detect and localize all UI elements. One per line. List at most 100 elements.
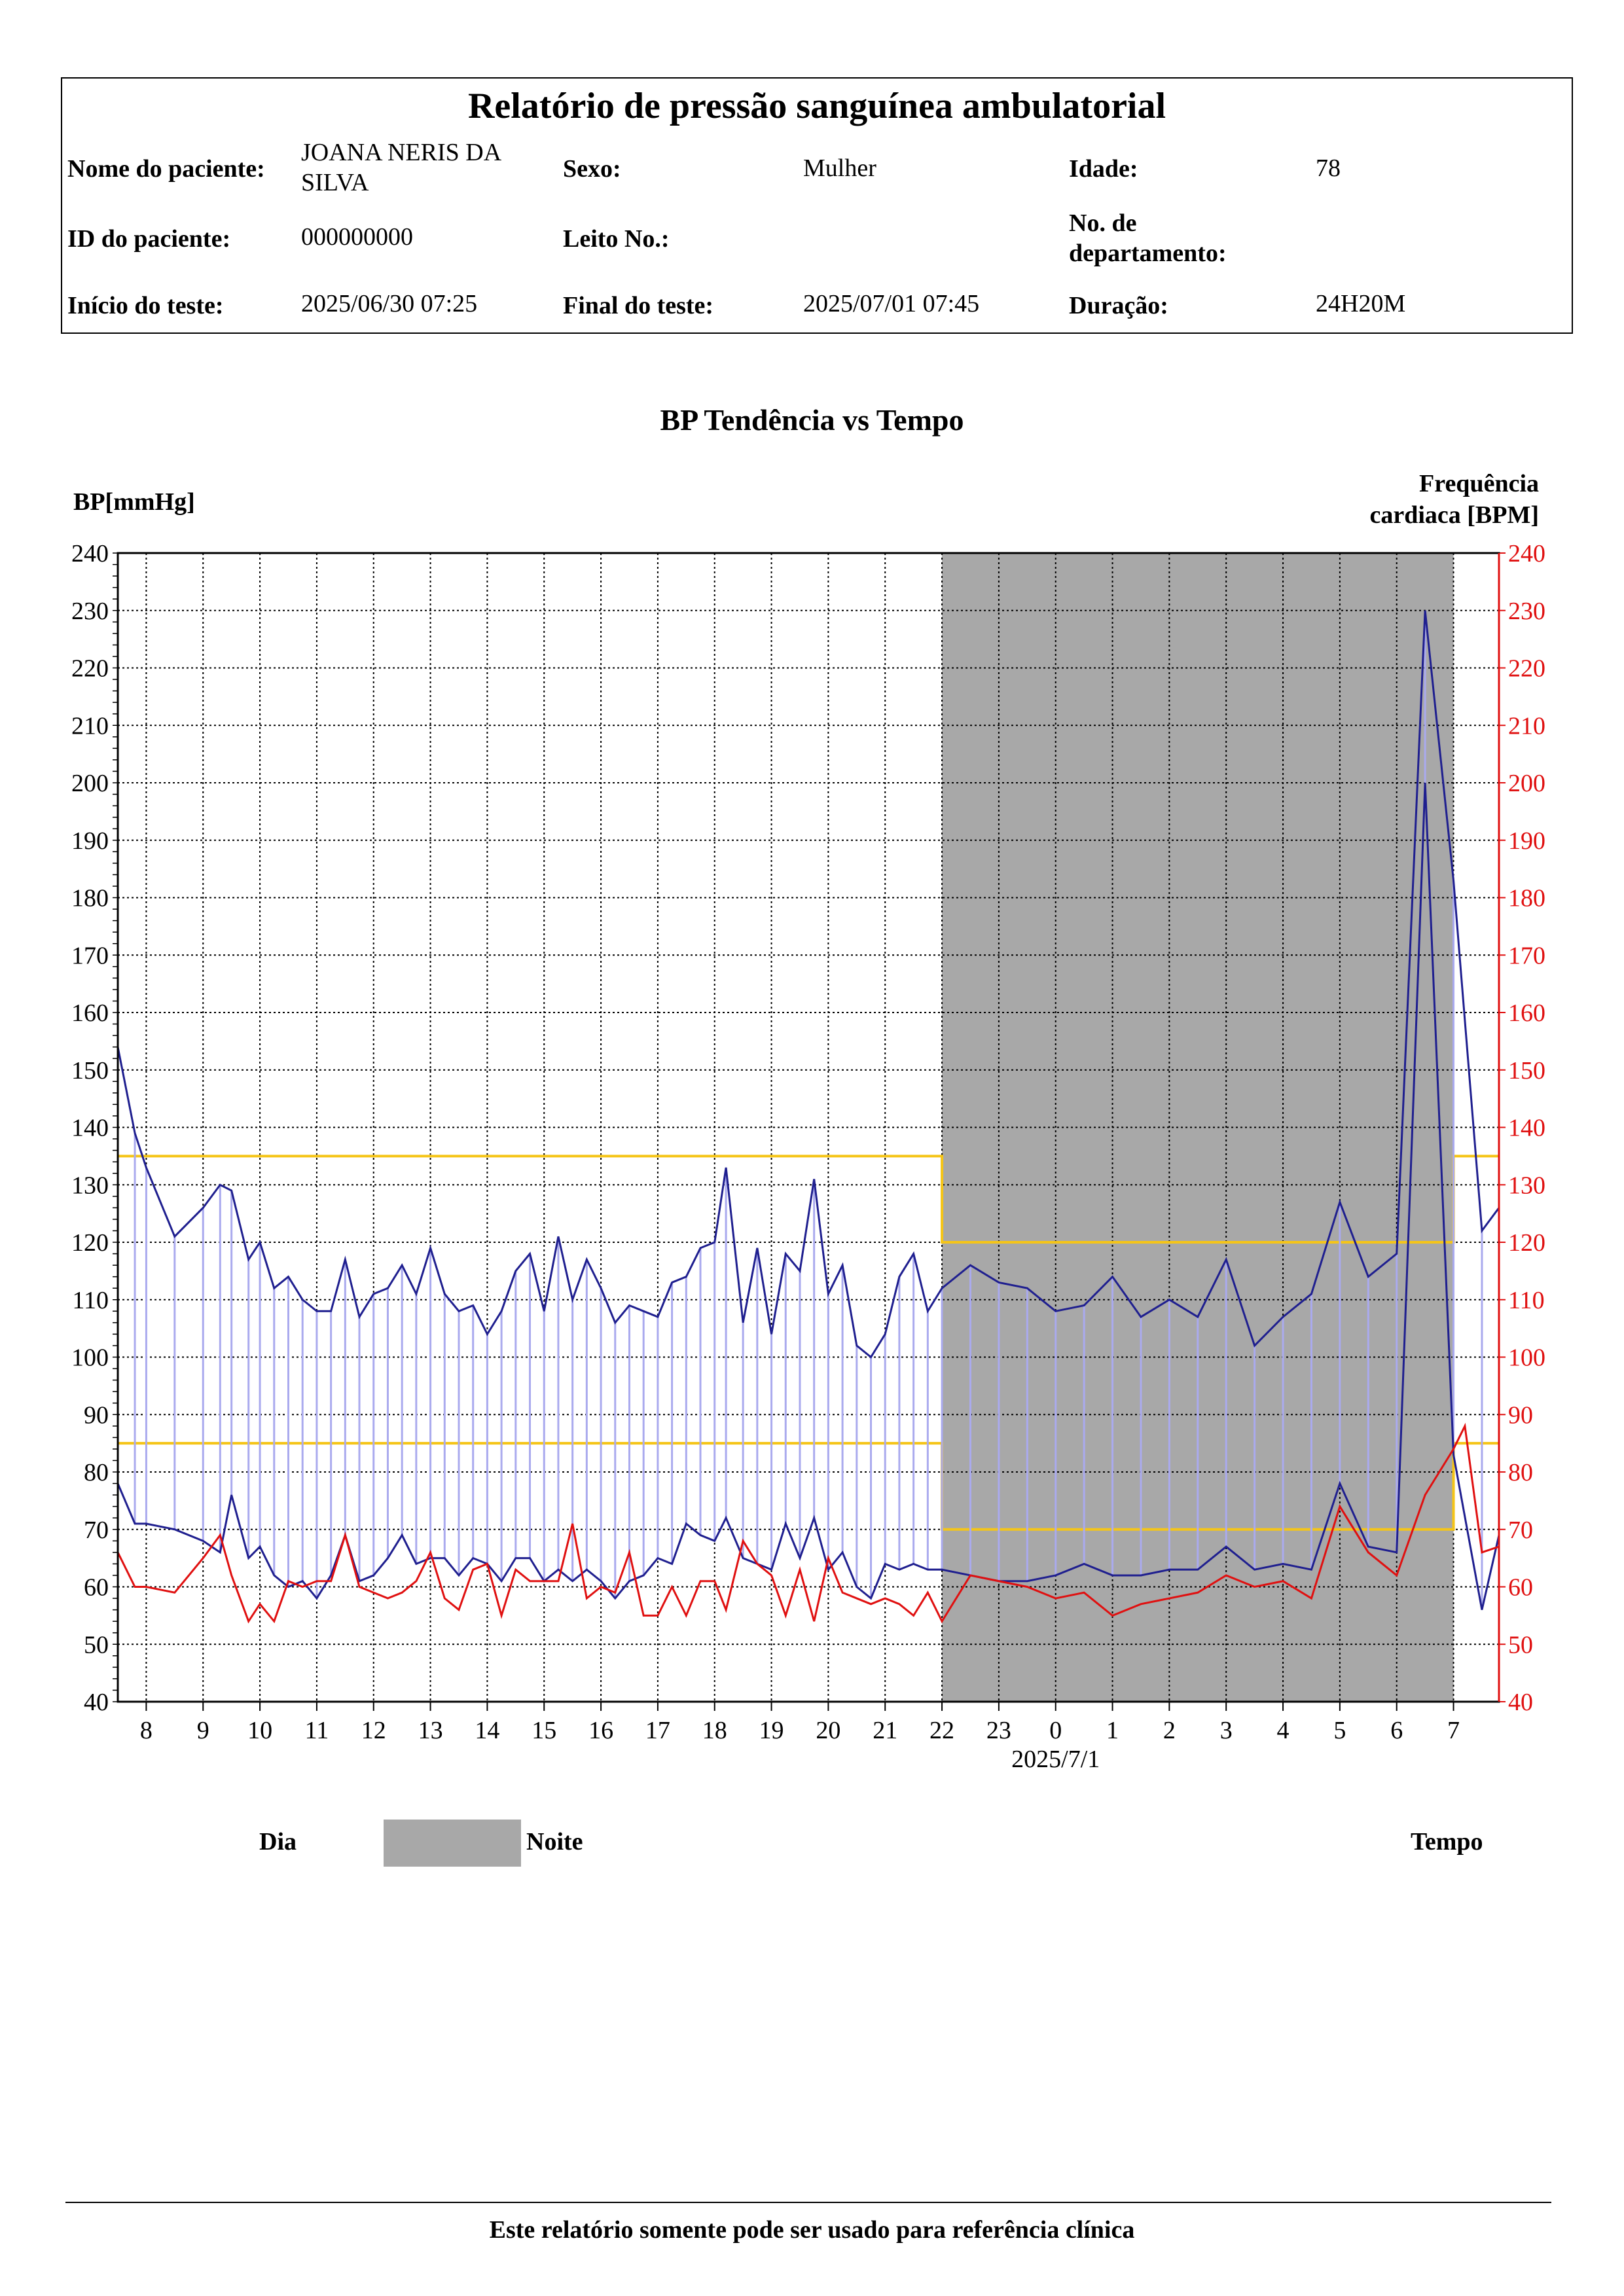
y-tick-label-left: 40 [84,1689,109,1716]
chart-title: BP Tendência vs Tempo [660,403,964,437]
systolic-line [117,610,1500,1359]
y-tick-label-right: 240 [1508,540,1545,567]
y-tick-label-left: 110 [72,1287,109,1314]
y-tick-label-left: 190 [71,827,109,855]
x-tick-label: 1 [1106,1717,1119,1744]
y-tick-label-left: 240 [71,540,109,567]
x-tick-label: 12 [361,1717,386,1744]
y-tick-label-right: 130 [1508,1172,1545,1199]
age-label: Idade: [1069,155,1138,183]
x-tick-label: 13 [418,1717,443,1744]
patient-name-line2: SILVA [301,169,369,196]
y-tick-label-left: 150 [71,1057,109,1085]
y-axis-right-title: Frequência cardiaca [BPM] [1369,468,1539,531]
sex-value: Mulher [803,154,876,182]
y-tick-label-right: 200 [1508,770,1545,797]
x-tick-label: 8 [140,1717,153,1744]
patient-id-label: ID do paciente: [67,225,231,253]
y-tick-label-right: 140 [1508,1115,1545,1142]
x-tick-label: 22 [929,1717,954,1744]
y-tick-label-left: 200 [71,770,109,797]
y-tick-label-right: 100 [1508,1344,1545,1372]
y-tick-label-left: 50 [84,1631,109,1659]
patient-name-value: JOANA NERIS DA SILVA [301,137,501,198]
y-tick-label-left: 90 [84,1401,109,1429]
y-tick-label-right: 80 [1508,1459,1533,1486]
heart-rate-line [117,1422,1500,1624]
y-tick-label-left: 180 [71,885,109,912]
legend-day-label: Dia [259,1828,297,1856]
y-tick-label-left: 120 [71,1229,109,1257]
bed-label: Leito No.: [563,225,670,253]
age-value: 78 [1316,154,1341,182]
x-axis-date-label: 2025/7/1 [1011,1746,1100,1773]
y-tick-label-right: 170 [1508,942,1545,969]
sex-label: Sexo: [563,155,621,183]
x-tick-label: 5 [1333,1717,1346,1744]
threshold-systolic [118,1155,1499,1244]
y-tick-label-right: 160 [1508,999,1545,1027]
start-value: 2025/06/30 07:25 [301,290,478,317]
patient-name-label: Nome do paciente: [67,155,265,183]
y-axis-right-title-line1: Frequência [1419,470,1539,497]
dept-label-line1: No. de [1069,209,1137,237]
y-tick-label-right: 220 [1508,655,1545,683]
y-tick-label-left: 70 [84,1516,109,1544]
x-tick-label: 19 [759,1717,784,1744]
y-tick-label-right: 70 [1508,1516,1533,1544]
x-tick-label: 0 [1049,1717,1062,1744]
dept-label-line2: departamento: [1069,240,1227,267]
y-tick-label-left: 140 [71,1115,109,1142]
report-title: Relatório de pressão sanguínea ambulator… [467,86,1166,126]
x-tick-label: 7 [1447,1717,1460,1744]
end-value: 2025/07/01 07:45 [803,290,980,317]
footer-divider [65,2202,1551,2203]
y-tick-label-left: 130 [71,1172,109,1199]
patient-name-line1: JOANA NERIS DA [301,139,502,166]
y-tick-label-left: 220 [71,655,109,683]
y-tick-label-right: 230 [1508,598,1545,625]
x-tick-label: 21 [873,1717,897,1744]
y-tick-label-right: 190 [1508,827,1545,855]
x-tick-label: 23 [986,1717,1011,1744]
y-axis-right-title-line2: cardiaca [BPM] [1369,501,1539,529]
y-tick-label-left: 230 [71,598,109,625]
diastolic-line [117,782,1500,1610]
y-tick-label-left: 210 [71,712,109,740]
legend-night-label: Noite [526,1828,583,1856]
duration-value: 24H20M [1316,290,1406,317]
x-tick-label: 2 [1163,1717,1176,1744]
y-tick-label-right: 50 [1508,1631,1533,1659]
start-label: Início do teste: [67,292,224,319]
dept-label: No. de departamento: [1069,208,1227,268]
x-tick-label: 10 [247,1717,272,1744]
x-tick-label: 14 [475,1717,499,1744]
x-tick-label: 4 [1277,1717,1290,1744]
x-tick-label: 15 [532,1717,556,1744]
footer-disclaimer: Este relatório somente pode ser usado pa… [489,2216,1135,2244]
y-axis-left-title: BP[mmHg] [73,488,195,516]
legend-night-swatch [384,1820,521,1867]
y-tick-label-right: 180 [1508,885,1545,912]
y-tick-label-left: 160 [71,999,109,1027]
x-tick-label: 16 [588,1717,613,1744]
duration-label: Duração: [1069,292,1168,319]
x-tick-label: 6 [1390,1717,1403,1744]
y-tick-label-left: 80 [84,1459,109,1486]
report-header: Relatório de pressão sanguínea ambulator… [61,77,1573,334]
legend-time-label: Tempo [1411,1828,1483,1856]
y-tick-label-left: 170 [71,942,109,969]
y-tick-label-right: 210 [1508,712,1545,740]
x-tick-label: 3 [1220,1717,1233,1744]
y-tick-label-right: 120 [1508,1229,1545,1257]
y-tick-label-left: 60 [84,1574,109,1602]
x-tick-label: 17 [645,1717,670,1744]
y-tick-label-right: 150 [1508,1057,1545,1085]
patient-id-value: 000000000 [301,223,413,251]
y-tick-label-right: 40 [1508,1689,1533,1716]
x-tick-label: 9 [197,1717,209,1744]
x-tick-label: 11 [305,1717,329,1744]
end-label: Final do teste: [563,292,714,319]
y-tick-label-right: 90 [1508,1401,1533,1429]
